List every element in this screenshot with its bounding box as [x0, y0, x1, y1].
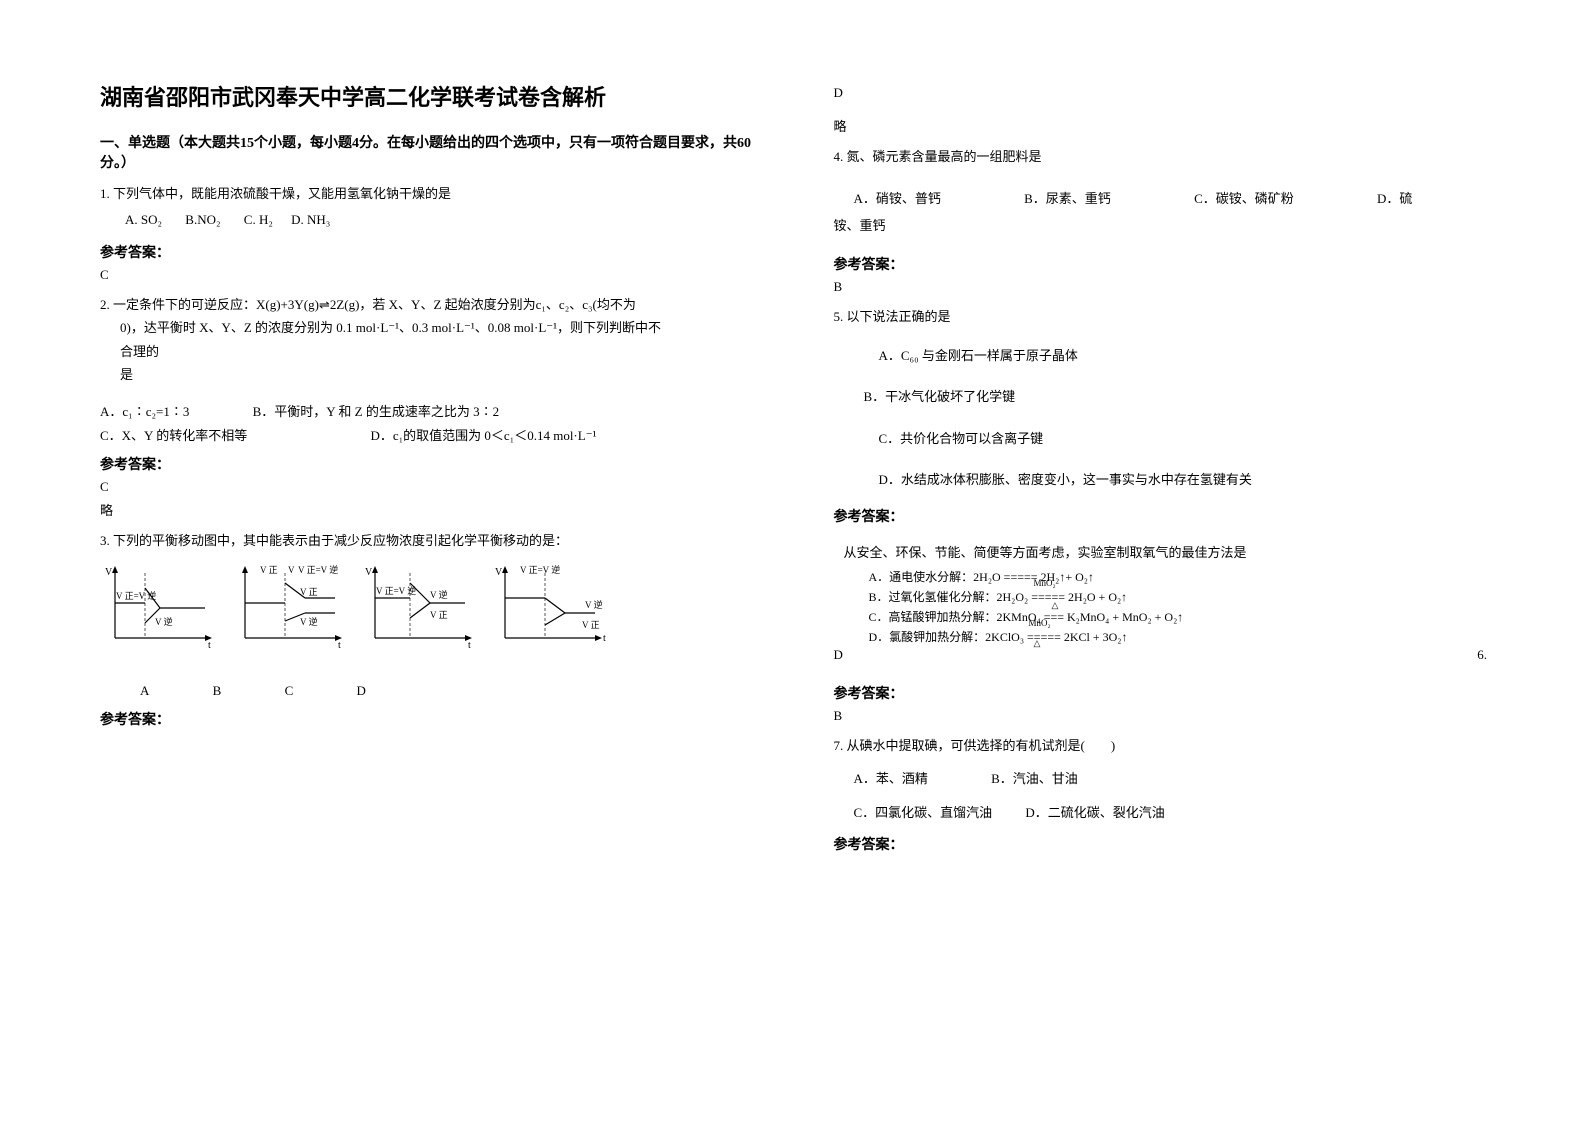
q3-answer-label: 参考答案： — [100, 709, 754, 729]
q2-answer: C — [100, 479, 754, 495]
q7-option-d: D．二硫化碳、裂化汽油 — [1025, 805, 1164, 820]
q2-options-row2: C．X、Y 的转化率不相等 D．c₁的取值范围为 0＜c₁＜0.14 mol·L… — [100, 425, 754, 444]
q4-option-d-extra: 铵、重钙 — [834, 215, 1488, 234]
q6-c-catalyst: △ — [1052, 600, 1059, 611]
graph-b: t V 正 V V 正=V 逆 V 正 V 逆 — [230, 563, 350, 653]
graph-d-veq: V 正=V 逆 — [520, 564, 560, 575]
q3-label-a: A — [140, 683, 149, 698]
q6-answer-label: 参考答案： — [834, 683, 1488, 703]
graph-b-veq: V 正=V 逆 — [298, 564, 338, 575]
graph-b-xlabel: t — [338, 640, 341, 651]
q6-intro: 从安全、环保、节能、简便等方面考虑，实验室制取氧气的最佳方法是 — [844, 541, 1488, 564]
q6-d-label: D — [834, 647, 843, 663]
q3-label-d: D — [356, 683, 365, 698]
graph-c-xlabel: t — [468, 640, 471, 651]
graph-d-vrev: V 逆 — [585, 599, 603, 610]
q5-option-a: A．C₆₀ 与金刚石一样属于原子晶体 — [879, 344, 1488, 367]
right-column: D 略 4. 氮、磷元素含量最高的一组肥料是 A．硝铵、普钙 B．尿素、重钙 C… — [834, 80, 1488, 1042]
q6-b-catalyst: MnO₂ — [1034, 578, 1056, 588]
q6-number: 6. — [1477, 647, 1487, 663]
question-1: 1. 下列气体中，既能用浓硫酸干燥，又能用氢氧化钠干燥的是 A. SO₂ B.N… — [100, 182, 754, 232]
q2-option-b: B．平衡时，Y 和 Z 的生成速率之比为 3∶2 — [253, 404, 500, 419]
q5-answer-label: 参考答案： — [834, 506, 1488, 526]
q1-answer: C — [100, 267, 754, 283]
q6-answer: B — [834, 708, 1488, 724]
graph-c: V t V 正=V 逆 V 逆 V 正 — [360, 563, 480, 653]
q6-d-catalyst2: △ — [1034, 638, 1041, 649]
graph-a-ylabel: V — [105, 567, 113, 578]
q2-text-2: 0)，达平衡时 X、Y、Z 的浓度分别为 0.1 mol·L⁻¹、0.3 mol… — [120, 316, 754, 339]
q5-option-b: B．干冰气化破坏了化学键 — [864, 385, 1488, 408]
q7-text: 7. 从碘水中提取碘，可供选择的有机试剂是( ) — [834, 734, 1488, 757]
graph-b-top: V 正 — [260, 565, 278, 575]
graph-a-xlabel: t — [208, 640, 211, 651]
section-1-header: 一、单选题（本大题共15个小题，每小题4分。在每小题给出的四个选项中，只有一项符… — [100, 132, 754, 172]
q2-text-4: 是 — [120, 363, 754, 386]
q7-option-a: A．苯、酒精 — [854, 771, 928, 786]
graph-b-top2: V — [288, 565, 295, 575]
graph-d-vfor: V 正 — [582, 620, 600, 630]
q4-options: A．硝铵、普钙 B．尿素、重钙 C．碳铵、磷矿粉 D．硫 — [834, 188, 1488, 207]
q3-option-labels: A B C D — [140, 683, 754, 699]
q5-text: 5. 以下说法正确的是 — [834, 305, 1488, 328]
q4-option-a: A．硝铵、普钙 — [854, 191, 941, 206]
q3-graphs: V t V 正=V 逆 V 逆 t V 正 V V 正=V 逆 V 正 — [100, 563, 754, 653]
q3-label-c: C — [285, 683, 294, 698]
q2-answer-label: 参考答案： — [100, 454, 754, 474]
q1-option-d: D. NH₃ — [291, 212, 330, 227]
q5-option-d: D．水结成冰体积膨胀、密度变小，这一事实与水中存在氢键有关 — [879, 468, 1488, 491]
question-3: 3. 下列的平衡移动图中，其中能表示由于减少反应物浓度引起化学平衡移动的是： — [100, 529, 754, 552]
q1-option-c: C. H₂ — [244, 212, 273, 227]
q2-options-row1: A．c₁∶c₂=1∶3 B．平衡时，Y 和 Z 的生成速率之比为 3∶2 — [100, 401, 754, 420]
q4-option-b: B．尿素、重钙 — [1024, 191, 1111, 206]
q4-text: 4. 氮、磷元素含量最高的一组肥料是 — [834, 145, 1488, 168]
q6-option-b: B．过氧化氢催化分解：2H₂O₂ ===== 2H₂O + O₂↑ — [869, 588, 1488, 605]
q3-answer-extra: 略 — [834, 116, 1488, 135]
q7-answer-label: 参考答案： — [834, 834, 1488, 854]
q2-answer-extra: 略 — [100, 500, 754, 519]
graph-d: V t V 正=V 逆 V 逆 V 正 — [490, 563, 610, 653]
q7-option-c: C．四氯化碳、直馏汽油 — [854, 805, 993, 820]
document-title: 湖南省邵阳市武冈奉天中学高二化学联考试卷含解析 — [100, 80, 754, 112]
left-column: 湖南省邵阳市武冈奉天中学高二化学联考试卷含解析 一、单选题（本大题共15个小题，… — [100, 80, 754, 1042]
q4-option-d: D．硫 — [1377, 191, 1412, 206]
q2-option-a: A．c₁∶c₂=1∶3 — [100, 404, 189, 419]
q1-text: 1. 下列气体中，既能用浓硫酸干燥，又能用氢氧化钠干燥的是 — [100, 182, 754, 205]
graph-c-veq: V 正=V 逆 — [376, 585, 416, 596]
question-5: 5. 以下说法正确的是 A．C₆₀ 与金刚石一样属于原子晶体 B．干冰气化破坏了… — [834, 305, 1488, 491]
q4-option-c: C．碳铵、磷矿粉 — [1194, 191, 1294, 206]
graph-c-vfor: V 正 — [430, 610, 448, 620]
q3-text: 3. 下列的平衡移动图中，其中能表示由于减少反应物浓度引起化学平衡移动的是： — [100, 529, 754, 552]
q4-answer-label: 参考答案： — [834, 254, 1488, 274]
q2-text-1: 2. 一定条件下的可逆反应：X(g)+3Y(g)⇌2Z(g)，若 X、Y、Z 起… — [100, 293, 754, 316]
q5-option-c: C．共价化合物可以含离子键 — [879, 427, 1488, 450]
q1-option-b: B.NO₂ — [185, 212, 220, 227]
question-2: 2. 一定条件下的可逆反应：X(g)+3Y(g)⇌2Z(g)，若 X、Y、Z 起… — [100, 293, 754, 387]
q1-option-a: A. SO₂ — [125, 212, 162, 227]
graph-b-vrev: V 逆 — [300, 616, 318, 627]
q4-answer: B — [834, 279, 1488, 295]
q3-label-b: B — [213, 683, 222, 698]
graph-a: V t V 正=V 逆 V 逆 — [100, 563, 220, 653]
graph-d-ylabel: V — [495, 567, 503, 578]
graph-c-ylabel: V — [365, 567, 373, 578]
graph-c-vrev: V 逆 — [430, 589, 448, 600]
q3-answer: D — [834, 85, 1488, 101]
q6-option-a: A．通电使水分解：2H₂O ===== 2H₂↑+ O₂↑ — [869, 568, 1488, 585]
q6-option-c: C．高锰酸钾加热分解：2KMnO₄ === K₂MnO₄ + MnO₂ + O₂… — [869, 608, 1488, 625]
q2-option-c: C．X、Y 的转化率不相等 — [100, 428, 247, 443]
q6-d-catalyst: MnO₂ — [1029, 618, 1051, 628]
graph-d-xlabel: t — [603, 633, 606, 644]
q2-text-3: 合理的 — [120, 340, 754, 363]
question-4: 4. 氮、磷元素含量最高的一组肥料是 — [834, 145, 1488, 168]
q1-answer-label: 参考答案： — [100, 242, 754, 262]
q2-option-d: D．c₁的取值范围为 0＜c₁＜0.14 mol·L⁻¹ — [370, 428, 596, 443]
question-7: 7. 从碘水中提取碘，可供选择的有机试剂是( ) A．苯、酒精 B．汽油、甘油 … — [834, 734, 1488, 824]
graph-a-vrev: V 逆 — [155, 616, 173, 627]
graph-b-vfor: V 正 — [300, 587, 318, 597]
q7-option-b: B．汽油、甘油 — [991, 771, 1078, 786]
q6-option-d: D．氯酸钾加热分解：2KClO₃ ===== 2KCl + 3O₂↑ — [869, 628, 1488, 645]
